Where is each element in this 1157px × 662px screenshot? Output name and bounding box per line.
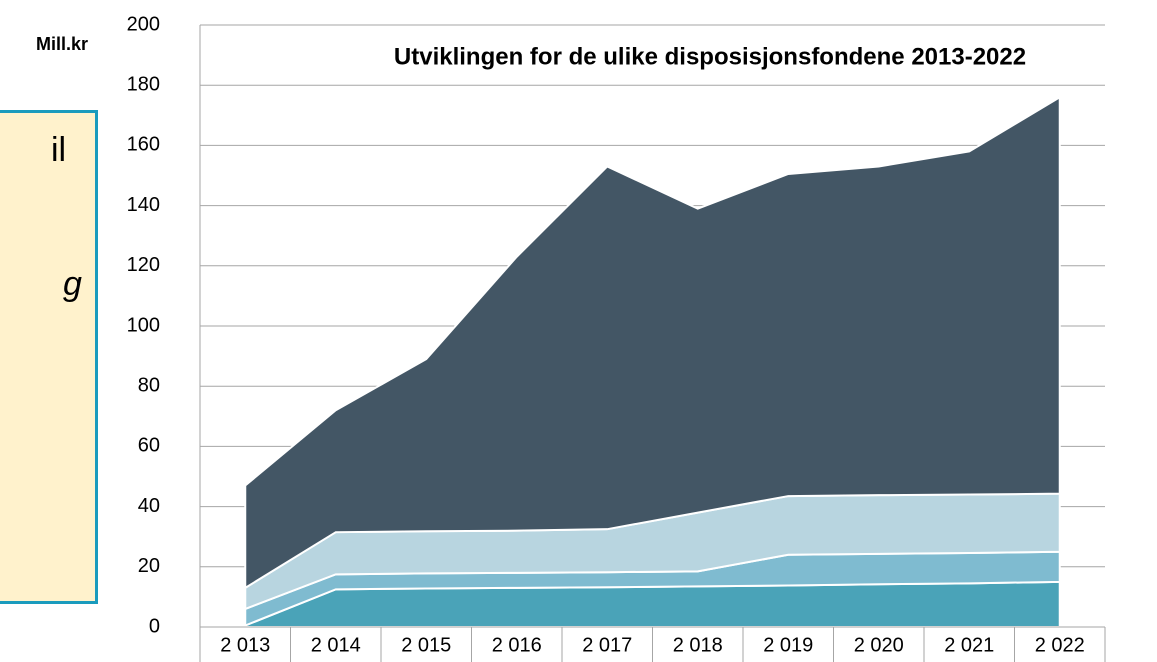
x-tick-label: 2 017 [582,634,632,656]
y-axis-label: Mill.kr [36,34,88,54]
x-tick-label: 2 019 [763,634,813,656]
x-tick-label: 2 014 [311,634,361,656]
y-tick-label: 120 [127,254,160,276]
box-line: il [51,131,67,169]
x-tick-label: 2 016 [492,634,542,656]
area [244,95,1061,590]
x-tick-label: 2 022 [1035,634,1085,656]
x-tick-label: 2 018 [673,634,723,656]
y-tick-label: 160 [127,134,160,156]
y-tick-label: 100 [127,314,160,336]
side-box: il g [0,110,98,604]
x-tick-label: 2 021 [944,634,994,656]
box-line: g [63,265,82,303]
y-tick-label: 0 [149,615,160,637]
y-tick-label: 40 [138,495,160,517]
y-tick-label: 20 [138,555,160,577]
y-tick-label: 80 [138,374,160,396]
x-tick-label: 2 020 [854,634,904,656]
x-tick-label: 2 013 [220,634,270,656]
y-tick-label: 200 [127,13,160,35]
x-tick-label: 2 015 [401,634,451,656]
chart-title: Utviklingen for de ulike disposisjonsfon… [394,43,1026,70]
y-tick-label: 60 [138,435,160,457]
y-tick-label: 140 [127,194,160,216]
y-tick-label: 180 [127,73,160,95]
